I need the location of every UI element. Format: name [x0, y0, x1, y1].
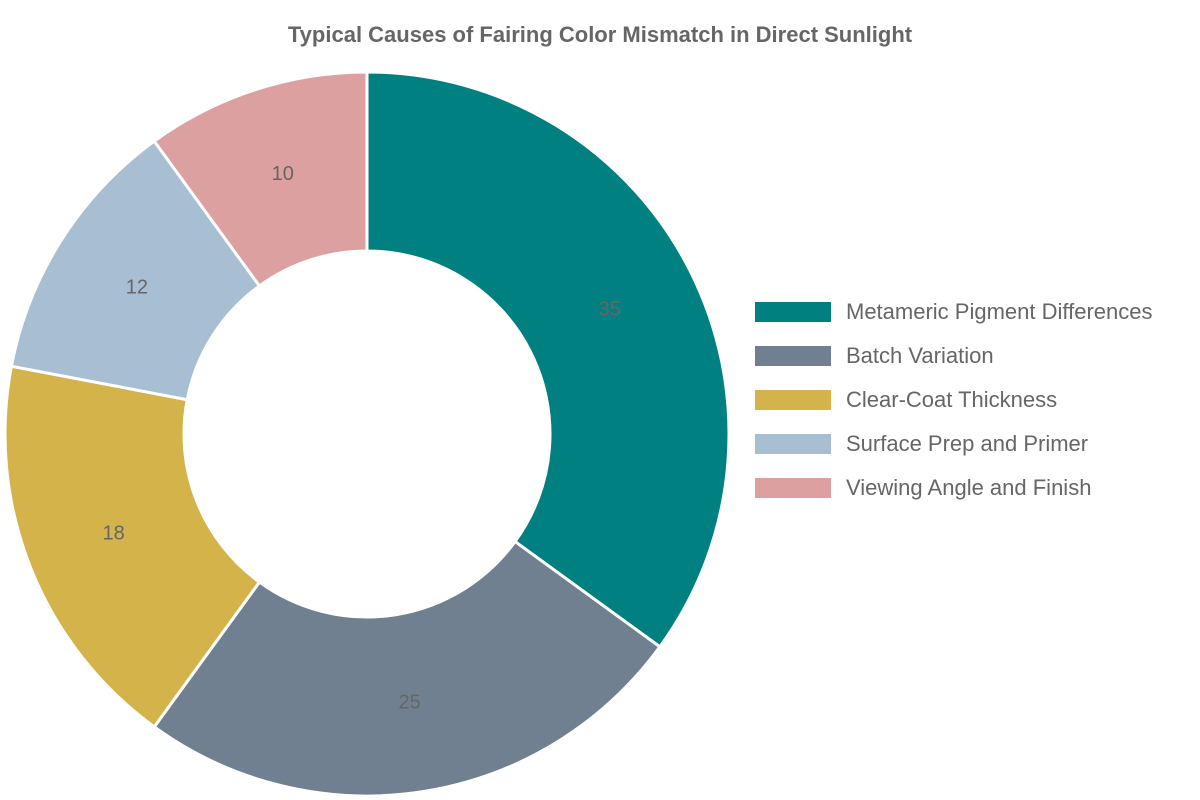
slice-labels-group: 35 25 18 12 10	[103, 163, 621, 713]
slice-0	[365, 70, 731, 649]
legend-label-2: Clear-Coat Thickness	[846, 387, 1057, 412]
slice-label-3: 12	[126, 276, 148, 298]
legend-swatch-0	[755, 302, 831, 322]
slice-label-0: 35	[599, 299, 621, 321]
legend-label-0: Metameric Pigment Differences	[846, 299, 1153, 324]
legend-swatch-1	[755, 346, 831, 366]
legend-swatch-4	[755, 478, 831, 498]
slice-label-1: 25	[399, 691, 421, 713]
slices-group	[3, 70, 731, 798]
legend-swatch-3	[755, 434, 831, 454]
legend-label-4: Viewing Angle and Finish	[846, 475, 1091, 500]
legend-label-1: Batch Variation	[846, 343, 994, 368]
chart-title: Typical Causes of Fairing Color Mismatch…	[288, 22, 913, 47]
legend-swatch-2	[755, 390, 831, 410]
slice-1	[152, 539, 662, 798]
slice-3	[9, 139, 262, 402]
slice-2	[3, 364, 262, 729]
slice-label-4: 10	[272, 163, 294, 185]
legend-label-3: Surface Prep and Primer	[846, 431, 1088, 456]
slice-4	[152, 70, 369, 289]
legend: Metameric Pigment Differences Batch Varia…	[755, 299, 1153, 500]
slice-label-2: 18	[103, 523, 125, 545]
